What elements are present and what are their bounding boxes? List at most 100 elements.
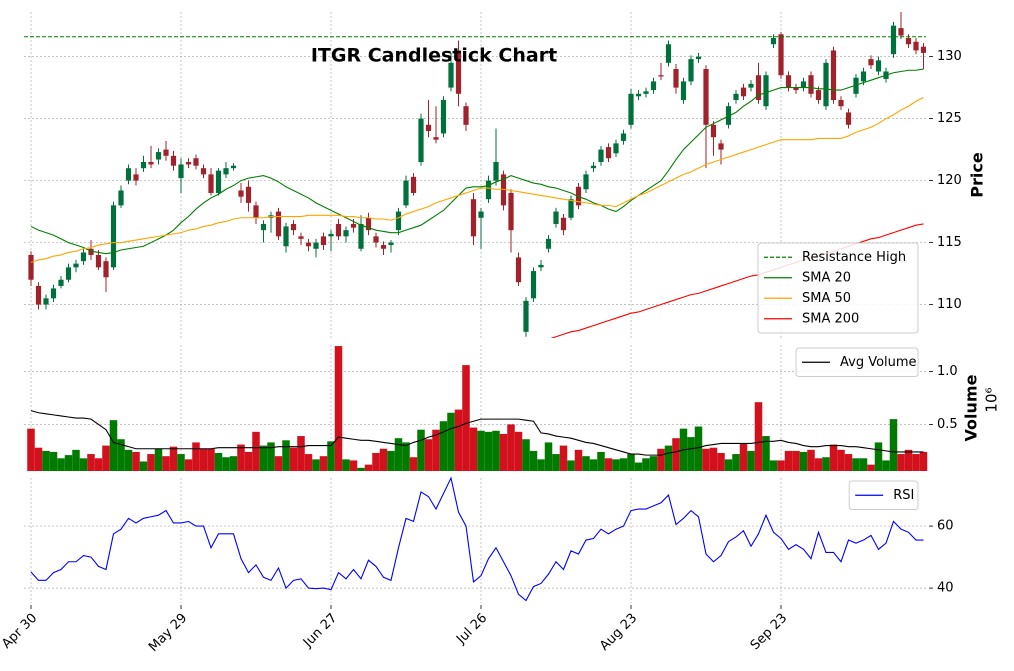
volume-bar (304, 454, 313, 471)
candle-body (845, 112, 852, 125)
legend: Resistance High SMA 20 SMA 50 SMA 200 (757, 242, 919, 334)
chart-title: ITGR Candlestick Chart (311, 45, 557, 67)
candle-body (290, 223, 297, 231)
volume-bar (574, 449, 583, 471)
candle-body (140, 161, 147, 169)
volume-bar (552, 454, 560, 471)
legend-label: Resistance High (802, 250, 906, 265)
candle-body (575, 186, 582, 206)
candle-body (178, 164, 184, 179)
volume-bar (612, 459, 620, 471)
volume-bar (522, 439, 530, 471)
candle-body (770, 38, 777, 45)
candle-body (403, 180, 409, 206)
candle-body (673, 69, 679, 88)
volume-bar (379, 448, 388, 471)
volume-bar (762, 436, 770, 471)
candle-body (185, 161, 192, 165)
candle-body (193, 158, 199, 166)
candle-body (365, 217, 372, 231)
volume-bar (912, 454, 920, 471)
candle-body (860, 71, 867, 82)
volume-bar (274, 456, 283, 471)
candle-body (898, 28, 904, 36)
candle-body (253, 205, 259, 218)
candle-body (493, 161, 499, 181)
volume-bar (709, 447, 718, 471)
candle-body (110, 205, 117, 268)
volume-bar (267, 442, 275, 471)
candle-body (823, 62, 829, 107)
volume-bar (87, 454, 95, 471)
volume-bar (27, 428, 35, 471)
candle-body (373, 236, 379, 243)
legend-label: SMA 20 (802, 270, 851, 285)
candle-body (328, 233, 334, 237)
legend-box (848, 480, 919, 510)
candle-body (298, 236, 304, 239)
candle-body (523, 300, 529, 332)
volume-bar (79, 458, 88, 471)
candle-body (448, 62, 454, 88)
candle-body (380, 245, 387, 249)
candle-body (695, 56, 702, 60)
volume-bar (132, 451, 140, 471)
volume-bar (372, 453, 380, 471)
volume-bar (537, 459, 545, 471)
volume-bar (604, 458, 613, 471)
candle-body (103, 261, 109, 278)
volume-bar (837, 449, 845, 471)
candle-body (508, 192, 514, 231)
volume-bar (754, 402, 763, 471)
volume-bar (387, 450, 395, 471)
candle-body (868, 59, 874, 66)
volume-bar (589, 459, 598, 471)
volume-bar (289, 447, 298, 471)
volume-bar (469, 427, 478, 471)
y-tick-label: 120 (937, 173, 962, 188)
volume-bar (169, 446, 178, 471)
candle-body (643, 91, 649, 94)
candle-body (800, 81, 807, 88)
candle-body (440, 100, 447, 134)
volume-bar (784, 450, 793, 471)
volume-bar (402, 442, 410, 471)
volume-bar (222, 457, 230, 471)
volume-bar (109, 420, 118, 471)
candle-body (658, 75, 664, 77)
candle-body (635, 93, 642, 97)
volume-bar (687, 437, 695, 471)
candle-body (343, 230, 349, 237)
legend-label: SMA 200 (802, 311, 859, 326)
candle-body (155, 152, 162, 160)
volume-bar (49, 451, 58, 471)
y-tick-label: 60 (937, 519, 954, 534)
volume-bar (64, 455, 73, 471)
line (30, 97, 924, 263)
candle-body (223, 168, 229, 175)
candle-body (350, 223, 357, 228)
volume-bar (867, 464, 875, 471)
volume-bar (559, 445, 568, 471)
legend-label: Avg Volume (840, 355, 917, 370)
candle-body (35, 285, 42, 305)
y-tick-label: 0.5 (937, 417, 958, 432)
candle-body (463, 106, 469, 125)
volume-bar (102, 445, 110, 471)
candle-body (590, 165, 597, 169)
candle-body (425, 124, 432, 131)
candle-body (283, 226, 289, 247)
candle-body (680, 81, 687, 101)
candle-body (838, 100, 844, 107)
volume-bar (342, 459, 350, 471)
volume-bar (147, 454, 155, 471)
volume-bar (852, 458, 860, 471)
volume-bar (822, 457, 830, 471)
volume-bar (252, 431, 260, 471)
candle-body (410, 176, 417, 193)
legend-label: RSI (893, 488, 914, 503)
volume-bar (417, 429, 425, 471)
candle-body (215, 170, 222, 193)
y-tick-label: 1.0 (937, 364, 958, 379)
candle-body (650, 81, 657, 91)
